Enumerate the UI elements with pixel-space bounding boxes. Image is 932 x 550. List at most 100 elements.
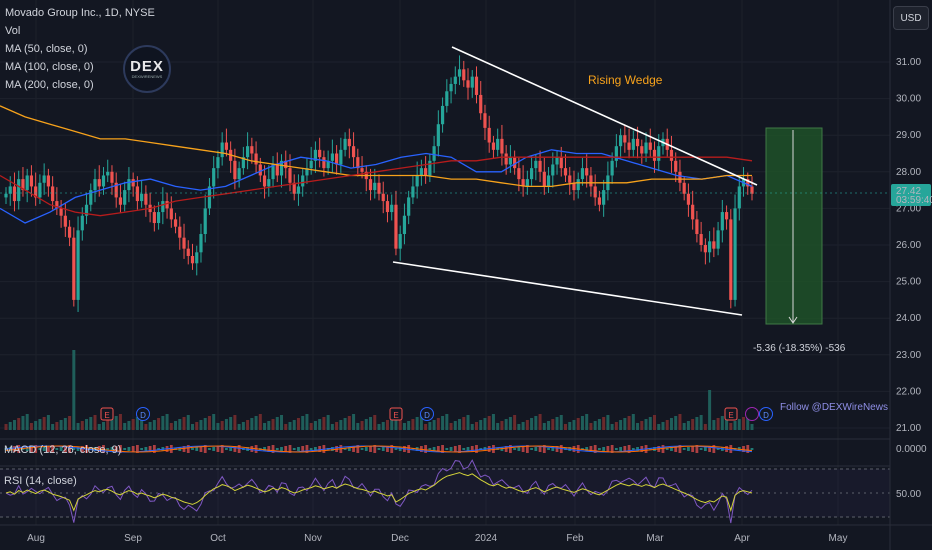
macd-hist-bar [288, 445, 292, 453]
volume-bar [674, 416, 678, 430]
volume-bar [530, 418, 534, 430]
macd-hist-bar [614, 448, 618, 450]
candle-body [237, 168, 241, 180]
volume-bar [619, 420, 623, 430]
rsi-title: RSI (14, close) [4, 475, 77, 487]
macd-hist-bar [424, 445, 428, 453]
event-marker-label: D [140, 411, 146, 420]
volume-bar [504, 419, 508, 430]
macd-hist-bar [292, 448, 296, 450]
candle-body [106, 171, 110, 176]
candle-body [135, 186, 139, 202]
macd-hist-bar [521, 446, 525, 452]
event-marker-label: E [728, 411, 733, 420]
candle-body [750, 186, 754, 194]
candle-body [275, 164, 279, 176]
volume-bar [458, 419, 462, 430]
macd-hist-bar [682, 448, 686, 450]
candle-body [288, 168, 292, 183]
macd-hist-bar [750, 448, 754, 450]
volume-bar [165, 414, 169, 430]
volume-bar [313, 421, 317, 430]
candle-body [161, 201, 165, 213]
volume-bar [42, 417, 46, 430]
macd-hist-bar [703, 447, 707, 451]
candle-body [729, 219, 733, 300]
candle-body [284, 160, 288, 169]
macd-hist-bar [432, 447, 436, 451]
volume-bar [669, 418, 673, 430]
macd-hist-bar [716, 448, 720, 450]
volume-bar [534, 416, 538, 430]
volume-bar [326, 415, 330, 430]
macd-hist-bar [453, 446, 457, 452]
volume-bar [199, 420, 203, 430]
candle-body [436, 124, 440, 147]
candle-body [46, 175, 50, 187]
macd-hist-bar [695, 445, 699, 453]
macd-hist-bar [470, 446, 474, 452]
candle-body [424, 168, 428, 176]
macd-hist-bar [585, 447, 589, 451]
macd-hist-bar [691, 446, 695, 452]
macd-hist-bar [127, 447, 131, 451]
volume-bar [496, 423, 500, 430]
macd-hist-bar [517, 447, 521, 451]
candle-body [212, 168, 216, 187]
candle-body [42, 175, 46, 183]
candle-body [563, 168, 568, 176]
candle-body [335, 153, 339, 165]
price-tick-label: 25.00 [896, 277, 921, 288]
macd-hist-bar [475, 445, 478, 453]
macd-hist-bar [237, 445, 241, 453]
macd-hist-bar [229, 447, 233, 451]
volume-bar [381, 422, 385, 430]
candle-body [674, 160, 678, 172]
volume-bar [441, 416, 445, 430]
volume-bars [4, 350, 754, 430]
candle-body [682, 182, 686, 194]
ma50-legend[interactable]: MA (50, close, 0) [5, 43, 88, 55]
volume-bar [559, 415, 563, 430]
macd-hist-bar [610, 445, 614, 453]
ma100-legend[interactable]: MA (100, close, 0) [5, 61, 94, 73]
macd-hist-bar [212, 447, 216, 451]
volume-bar [564, 424, 567, 430]
candle-body [597, 197, 602, 205]
candle-body [72, 237, 76, 300]
candle-body [301, 175, 305, 187]
candle-body [118, 197, 123, 205]
volume-bar [644, 419, 648, 430]
macd-hist-bar [191, 448, 194, 450]
candle-body [330, 153, 334, 161]
candle-body [474, 76, 479, 95]
volume-bar [432, 420, 436, 430]
macd-hist-bar [436, 446, 440, 452]
macd-hist-bar [542, 445, 546, 453]
currency-button[interactable]: USD [893, 6, 929, 30]
volume-bar [250, 418, 254, 430]
volume-bar [237, 424, 241, 430]
candle-body [131, 179, 135, 187]
volume-bar [72, 350, 76, 430]
volume-bar [339, 420, 343, 430]
volume-bar [733, 421, 737, 430]
candle-body [241, 157, 245, 169]
candle-body [152, 212, 156, 224]
candle-body [351, 146, 356, 158]
volume-bar [224, 419, 228, 430]
candle-body [254, 153, 258, 165]
volume-bar [597, 419, 601, 430]
price-tick-label: 31.00 [896, 57, 921, 68]
candle-body [428, 160, 432, 176]
price-tick-label: 29.00 [896, 130, 921, 141]
volume-bar [4, 424, 8, 430]
ma200-legend[interactable]: MA (200, close, 0) [5, 79, 94, 91]
macd-tick-label: 0.0000 [896, 444, 927, 455]
macd-hist-bar [445, 448, 449, 450]
volume-bar [513, 415, 517, 430]
macd-hist-bar [63, 446, 67, 452]
last-price-value: 27.42 [896, 186, 921, 197]
candle-body [25, 175, 29, 191]
